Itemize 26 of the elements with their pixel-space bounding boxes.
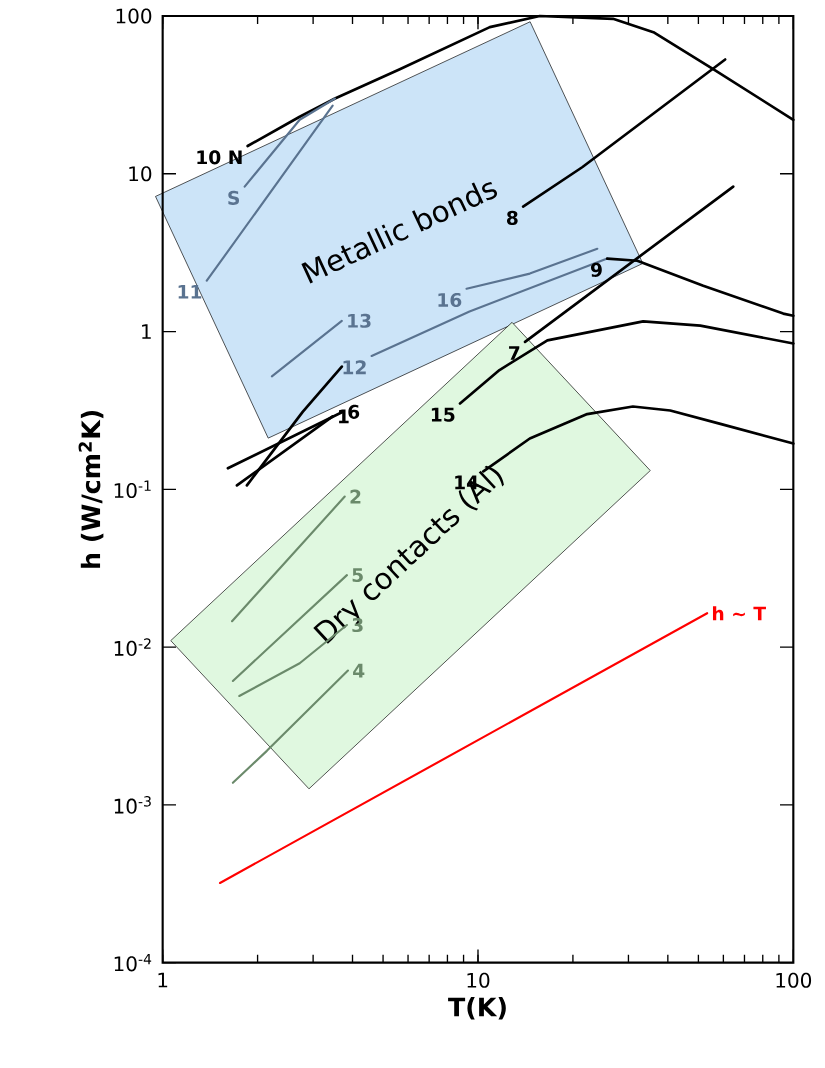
series-label: 6 — [348, 404, 360, 419]
series-label: 5 — [352, 568, 363, 583]
y-tick-label: 1 — [142, 324, 151, 339]
series-label: 2 — [350, 489, 361, 504]
y-tick-label: 100 — [116, 8, 152, 24]
series-label: h ~ T — [712, 606, 766, 621]
y-axis-title: h (W/cm$^{2}$K) — [78, 410, 104, 568]
series-label: 8 — [506, 210, 518, 225]
series-label: 12 — [343, 360, 366, 375]
series-label: 9 — [590, 262, 602, 277]
y-tick-label: 10 — [129, 166, 152, 182]
series-label: 16 — [438, 292, 462, 308]
y-tick-label: 10$^{-4}$ — [114, 953, 152, 972]
series-label: S — [228, 190, 240, 205]
x-axis-title: T(K) — [448, 997, 506, 1020]
x-tick-label: 100 — [776, 972, 812, 988]
series-label: 7 — [509, 346, 520, 360]
y-tick-label: 10$^{-1}$ — [114, 480, 151, 499]
series-label: 13 — [348, 313, 371, 328]
series-label: 15 — [431, 407, 455, 422]
x-tick-label: 10 — [467, 972, 490, 988]
series-label: 10 N — [197, 150, 242, 165]
y-tick-label: 10$^{-3}$ — [114, 796, 151, 814]
x-tick-label: 1 — [158, 972, 168, 988]
series-label: 4 — [353, 663, 365, 678]
y-tick-label: 10$^{-2}$ — [114, 638, 151, 656]
